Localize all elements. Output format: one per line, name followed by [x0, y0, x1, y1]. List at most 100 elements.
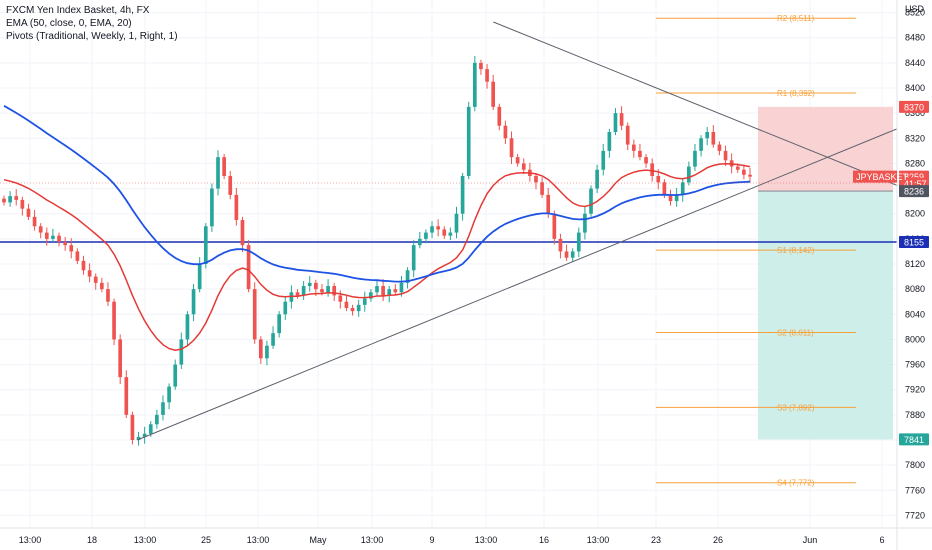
candle-body [619, 113, 624, 126]
price-axis[interactable] [897, 0, 932, 550]
candle [81, 255, 86, 275]
trendlines[interactable] [137, 21, 898, 441]
candle-body [638, 150, 642, 158]
candle-body [222, 157, 226, 176]
y-tick-label: 8360 [905, 108, 925, 118]
candle-body [595, 169, 599, 189]
price-tag-box [899, 433, 929, 446]
candle-body [75, 251, 80, 261]
time-axis-ticks: 13:00 18 13:00 25 13:00 May 13:00 9 13:00 16 13:00… [19, 535, 885, 545]
candle-body [130, 414, 135, 440]
candle [191, 284, 196, 322]
candle-body [295, 292, 300, 296]
y-tick-label: 7760 [905, 485, 925, 495]
candle [301, 280, 306, 300]
candle [26, 203, 31, 220]
candle [589, 185, 593, 217]
x-tick-label: May [309, 535, 327, 545]
candle [411, 240, 416, 278]
symbol-title[interactable]: FXCM Yen Index Basket, 4h, FX [6, 5, 150, 16]
candle-body [570, 251, 575, 258]
candle-body [662, 182, 667, 195]
price-tag-label: 8370 [904, 102, 924, 112]
trendline [493, 21, 898, 186]
candle [693, 143, 697, 171]
ema-slow-line [3, 105, 751, 283]
candle-body [442, 229, 447, 236]
pivot-label: R2 (8,511) [777, 14, 815, 23]
candle-body [473, 62, 477, 107]
candle [375, 280, 379, 297]
candle [460, 172, 465, 221]
y-tick-label: 8480 [905, 33, 925, 43]
candle-body [265, 345, 269, 359]
candle-body [112, 301, 116, 340]
candle-body [717, 144, 722, 151]
y-tick-label: 8320 [905, 133, 925, 143]
candle [326, 279, 330, 297]
ema-fast-line [3, 163, 751, 351]
pivot-label: S3 (7,892) [777, 403, 815, 412]
price-tag-box [899, 100, 929, 113]
candle-body [20, 199, 25, 209]
candle [699, 135, 703, 157]
candle-body [546, 194, 551, 214]
candle-body [148, 424, 153, 434]
candle [479, 59, 483, 75]
x-tick-label: 16 [539, 535, 549, 545]
candle [717, 141, 722, 156]
candle-body [448, 232, 453, 236]
candle-body [521, 163, 526, 170]
candle [307, 275, 312, 292]
candle [63, 236, 67, 251]
candle-body [283, 301, 288, 315]
x-tick-label: 9 [429, 535, 434, 545]
candle [583, 206, 587, 240]
candle-body [155, 414, 159, 425]
candle-body [38, 226, 43, 233]
candle [265, 340, 269, 366]
candle-body [44, 232, 49, 239]
candle [87, 263, 92, 283]
candle [124, 370, 129, 418]
candle [44, 227, 49, 246]
candle [203, 223, 208, 269]
candle [100, 277, 104, 293]
candle-body [699, 138, 703, 151]
candle [619, 106, 624, 131]
candle [503, 120, 508, 144]
candle [228, 170, 233, 200]
candle-body [100, 282, 104, 290]
candle-body [234, 194, 239, 220]
candle-body [540, 182, 544, 195]
price-tag-label: 7841 [904, 435, 924, 445]
symbol-tag: JPYBASKET [853, 170, 909, 183]
candle-body [417, 238, 422, 246]
candle [155, 409, 159, 429]
pivots-indicator-label[interactable]: Pivots (Traditional, Weekly, 1, Right, 1… [6, 31, 178, 42]
candle [271, 326, 275, 349]
candle [644, 154, 648, 168]
price-tag: 8155 [899, 236, 929, 248]
candle-body [106, 289, 110, 302]
candle-body [369, 292, 373, 299]
y-tick-label: 8400 [905, 83, 925, 93]
candle [564, 244, 569, 261]
candle [613, 108, 618, 136]
candle-body [344, 301, 349, 308]
x-tick-label: 13:00 [475, 535, 498, 545]
candle-body [191, 289, 196, 315]
y-tick-label: 8440 [905, 58, 925, 68]
ema-indicator-label[interactable]: EMA (50, close, 0, EMA, 20) [6, 18, 132, 29]
candle [332, 282, 337, 302]
candle [674, 187, 679, 207]
candle [362, 291, 367, 312]
candle [558, 233, 563, 259]
candle [167, 383, 171, 410]
candle [381, 279, 385, 302]
price-tag: 8236 [899, 185, 929, 198]
candle [552, 210, 557, 245]
price-tag-box [899, 185, 929, 198]
candle-body [179, 339, 184, 365]
